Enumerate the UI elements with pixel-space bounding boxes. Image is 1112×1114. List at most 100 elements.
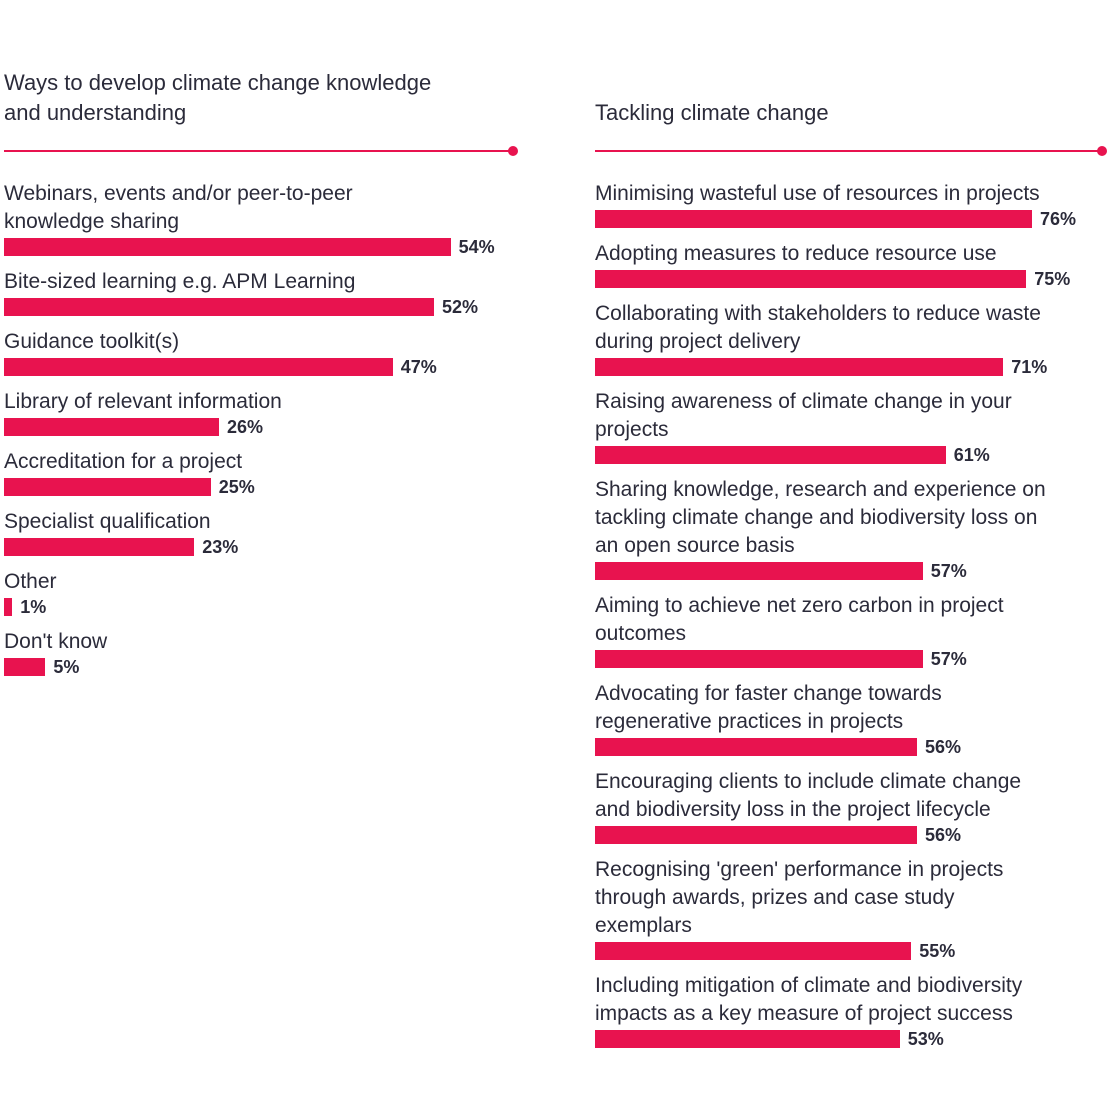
- bar-value-label: 47%: [400, 357, 437, 377]
- bar-row: 57%: [595, 561, 1107, 581]
- bar-item: Advocating for faster change towards reg…: [595, 680, 1107, 757]
- bar-row: 53%: [595, 1029, 1107, 1049]
- bar-category-label: Adopting measures to reduce resource use: [595, 242, 997, 265]
- bar-item: Raising awareness of climate change in y…: [595, 388, 1107, 465]
- bar-item: Guidance toolkit(s) 47%: [4, 328, 518, 377]
- bar-category-label: Encouraging clients to include climate c…: [595, 770, 1022, 821]
- bar-row: 1%: [4, 597, 518, 617]
- bar-value-label: 54%: [458, 237, 495, 257]
- tackling-chart-bars: Minimising wasteful use of resources in …: [595, 180, 1107, 1049]
- bar-item: Library of relevant information 26%: [4, 388, 518, 437]
- bar-value-label: 23%: [202, 537, 239, 557]
- bar-row: 61%: [595, 445, 1107, 465]
- bar-value-label: 76%: [1040, 209, 1077, 229]
- bar-row: 47%: [4, 357, 518, 377]
- bar-row: 57%: [595, 649, 1107, 669]
- bar-value-label: 71%: [1011, 357, 1048, 377]
- bar-row: 25%: [4, 477, 518, 497]
- bar-item: Specialist qualification 23%: [4, 508, 518, 557]
- bar-row: 56%: [595, 825, 1107, 845]
- bar-value-label: 61%: [953, 445, 990, 465]
- bar-category-label: Library of relevant information: [4, 390, 282, 413]
- bar-category-label: Don't know: [4, 630, 108, 653]
- bar: [595, 1030, 900, 1048]
- bar: [4, 658, 46, 676]
- bar-value-label: 56%: [925, 825, 962, 845]
- bar: [595, 562, 923, 580]
- bar: [595, 446, 946, 464]
- knowledge-chart-bars: Webinars, events and/or peer-to-peer kno…: [4, 180, 518, 677]
- bar: [595, 358, 1004, 376]
- bar-row: 23%: [4, 537, 518, 557]
- bar-category-label: Minimising wasteful use of resources in …: [595, 182, 1040, 205]
- bar: [4, 538, 195, 556]
- bar-row: 56%: [595, 737, 1107, 757]
- bar: [595, 210, 1032, 228]
- bar-value-label: 52%: [442, 297, 479, 317]
- bar-row: 5%: [4, 657, 518, 677]
- bar-category-label: Sharing knowledge, research and experien…: [595, 478, 1046, 557]
- bar-value-label: 1%: [20, 597, 47, 617]
- bar-value-label: 56%: [925, 737, 962, 757]
- bar-item: Sharing knowledge, research and experien…: [595, 476, 1107, 581]
- bar-category-label: Webinars, events and/or peer-to-peer kno…: [4, 182, 353, 233]
- bar-item: Including mitigation of climate and biod…: [595, 972, 1107, 1049]
- bar-value-label: 5%: [53, 657, 80, 677]
- bar-category-label: Advocating for faster change towards reg…: [595, 682, 942, 733]
- bar-item: Bite-sized learning e.g. APM Learning 52%: [4, 268, 518, 317]
- bar: [595, 942, 912, 960]
- bar: [4, 478, 211, 496]
- bar-value-label: 57%: [930, 649, 967, 669]
- bar-category-label: Collaborating with stakeholders to reduc…: [595, 302, 1041, 353]
- bar-category-label: Other: [4, 570, 57, 593]
- bar-category-label: Specialist qualification: [4, 510, 211, 533]
- bar: [4, 418, 220, 436]
- bar: [595, 270, 1027, 288]
- bar-row: 55%: [595, 941, 1107, 961]
- bar-row: 76%: [595, 209, 1107, 229]
- bar-item: Encouraging clients to include climate c…: [595, 768, 1107, 845]
- bar-item: Webinars, events and/or peer-to-peer kno…: [4, 180, 518, 257]
- knowledge-chart-divider: [4, 146, 518, 156]
- bar-item: Aiming to achieve net zero carbon in pro…: [595, 592, 1107, 669]
- bar-item: Other 1%: [4, 568, 518, 617]
- bar-item: Accreditation for a project 25%: [4, 448, 518, 497]
- bar-item: Recognising 'green' performance in proje…: [595, 856, 1107, 961]
- bar: [4, 298, 435, 316]
- bar-row: 75%: [595, 269, 1107, 289]
- bar-category-label: Including mitigation of climate and biod…: [595, 974, 1023, 1025]
- tackling-chart: Tackling climate change Minimising waste…: [595, 98, 1107, 1060]
- bar-value-label: 25%: [218, 477, 255, 497]
- bar-category-label: Recognising 'green' performance in proje…: [595, 858, 1004, 937]
- bar: [595, 826, 917, 844]
- bar-item: Adopting measures to reduce resource use…: [595, 240, 1107, 289]
- bar-value-label: 53%: [907, 1029, 944, 1049]
- bar: [4, 238, 451, 256]
- knowledge-chart: Ways to develop climate change knowledge…: [4, 68, 518, 688]
- divider-dot: [508, 146, 518, 156]
- bar-row: 71%: [595, 357, 1107, 377]
- bar-row: 52%: [4, 297, 518, 317]
- bar-category-label: Guidance toolkit(s): [4, 330, 180, 353]
- bar-item: Don't know 5%: [4, 628, 518, 677]
- bar-category-label: Bite-sized learning e.g. APM Learning: [4, 270, 356, 293]
- bar-item: Collaborating with stakeholders to reduc…: [595, 300, 1107, 377]
- bar-category-label: Accreditation for a project: [4, 450, 243, 473]
- bar: [595, 650, 923, 668]
- bar-row: 26%: [4, 417, 518, 437]
- bar-value-label: 57%: [930, 561, 967, 581]
- tackling-chart-title: Tackling climate change: [595, 100, 829, 125]
- bar-value-label: 26%: [227, 417, 264, 437]
- bar-value-label: 75%: [1034, 269, 1071, 289]
- bar: [4, 358, 393, 376]
- bar-value-label: 55%: [919, 941, 956, 961]
- tackling-chart-divider: [595, 146, 1107, 156]
- bar: [4, 598, 13, 616]
- knowledge-chart-title: Ways to develop climate change knowledge…: [4, 70, 432, 125]
- bar-category-label: Raising awareness of climate change in y…: [595, 390, 1012, 441]
- bar-category-label: Aiming to achieve net zero carbon in pro…: [595, 594, 1004, 645]
- bar-item: Minimising wasteful use of resources in …: [595, 180, 1107, 229]
- divider-dot: [1097, 146, 1107, 156]
- bar-row: 54%: [4, 237, 518, 257]
- bar: [595, 738, 917, 756]
